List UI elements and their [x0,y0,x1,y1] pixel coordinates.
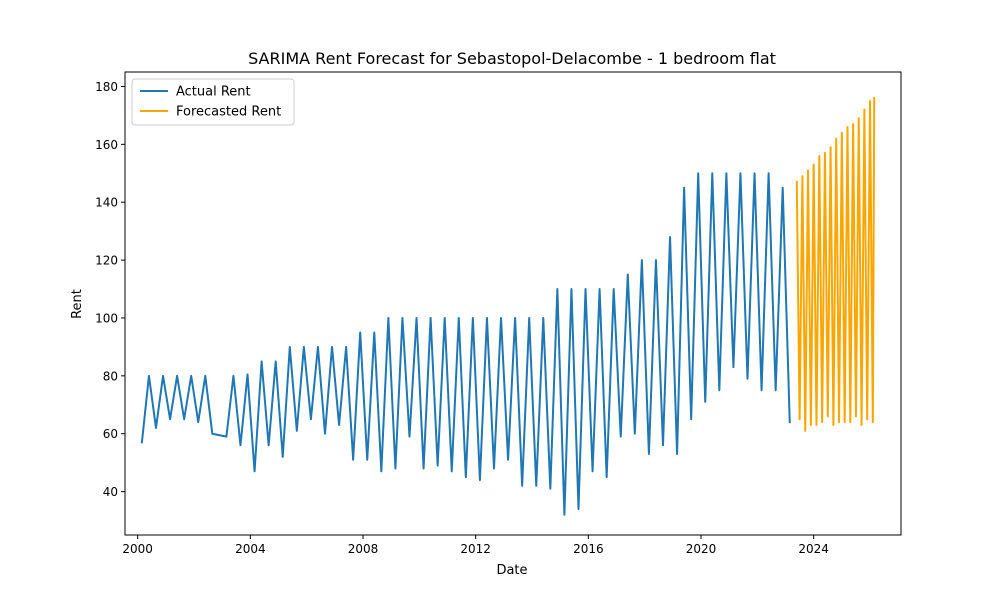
y-tick-label: 160 [95,138,118,152]
actual-rent-line [140,172,791,516]
x-tick-label: 2004 [235,542,266,556]
y-tick-label: 180 [95,80,118,94]
chart-title: SARIMA Rent Forecast for Sebastopol-Dela… [248,49,776,68]
x-tick-label: 2008 [348,542,379,556]
legend: Actual Rent Forecasted Rent [131,78,295,126]
forecasted-rent-line [795,97,876,432]
x-tick-label: 2016 [573,542,604,556]
y-tick-label: 80 [103,369,118,383]
y-axis-title: Rent [70,289,85,319]
x-axis: 2000 2004 2008 2012 2016 2020 2024 [122,535,829,556]
x-tick-label: 2024 [798,542,829,556]
x-tick-label: 2000 [122,542,153,556]
legend-label-actual: Actual Rent [176,85,251,100]
y-tick-label: 120 [95,254,118,268]
plot-frame [124,71,902,536]
y-tick-label: 100 [95,311,118,325]
y-tick-label: 60 [103,427,118,441]
legend-box [131,78,295,126]
x-axis-title: Date [496,563,527,578]
legend-label-forecast: Forecasted Rent [176,105,281,120]
y-axis: 40 60 80 100 120 140 160 180 [95,80,125,499]
y-tick-label: 40 [103,485,118,499]
y-tick-label: 140 [95,196,118,210]
plot-area [140,97,876,516]
x-tick-label: 2020 [686,542,717,556]
x-tick-label: 2012 [460,542,491,556]
